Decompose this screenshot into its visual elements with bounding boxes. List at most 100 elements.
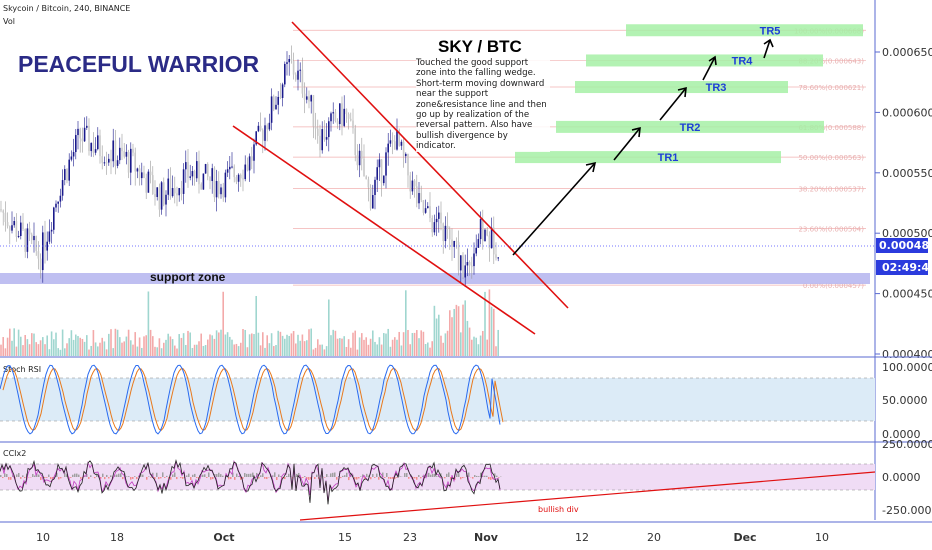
cci-histogram-bar — [188, 473, 190, 477]
wedge-resistance-line[interactable] — [291, 21, 569, 309]
volume-bar — [312, 349, 315, 356]
candle-body — [110, 158, 112, 162]
target-zones[interactable]: TR1 TR2 TR3 TR4 TR5 — [515, 24, 863, 164]
candle-body — [70, 156, 73, 160]
volume-bar — [429, 347, 431, 356]
candle-body — [435, 218, 438, 223]
candle-body — [398, 130, 400, 146]
cci-lines[interactable] — [0, 459, 502, 505]
cci-histogram-bar — [222, 475, 224, 477]
bullish-div-label: bullish div — [538, 505, 579, 514]
volume-bar — [123, 341, 125, 356]
candle-body — [479, 219, 482, 240]
candle-body — [277, 96, 279, 105]
candle-body — [264, 125, 266, 141]
volume-bar — [44, 344, 46, 356]
candle-body — [286, 62, 288, 64]
cci-histogram-bar — [0, 475, 2, 477]
volume-bar — [198, 341, 200, 356]
volume-bar — [284, 338, 286, 356]
volume-bar — [46, 335, 48, 356]
cci-histogram-bar — [114, 474, 116, 477]
cci-histogram-bar — [136, 477, 138, 480]
cci-histogram-bar — [458, 473, 460, 477]
volume-bar — [156, 347, 158, 356]
candle-body — [83, 127, 86, 142]
cci-histogram-bar — [392, 477, 394, 479]
volume-bar — [114, 328, 117, 356]
cci-histogram-bar — [356, 477, 358, 480]
volume-bar — [352, 332, 354, 356]
support-zone[interactable] — [0, 273, 870, 284]
volume-bar — [378, 337, 381, 356]
volume-bar — [387, 328, 389, 356]
candle-body — [345, 108, 348, 115]
stoch-rsi-lines[interactable] — [0, 364, 504, 435]
cci-histogram-bar — [232, 472, 234, 477]
cci-histogram-bar — [204, 474, 206, 477]
cci-histogram-bar — [210, 477, 212, 480]
volume-bar — [2, 337, 4, 356]
volume-bar — [255, 295, 257, 356]
volume-bar — [174, 345, 176, 356]
cci-histogram-bar — [56, 472, 58, 477]
cci-histogram-bar — [138, 475, 140, 477]
cci-line-1 — [0, 459, 501, 505]
volume-bar — [319, 344, 321, 356]
candle-body — [409, 175, 411, 192]
volume-bar — [75, 334, 77, 356]
cci-histogram-bar — [310, 477, 312, 480]
cci-histogram-bar — [338, 476, 340, 477]
cci-histogram-bar — [346, 472, 348, 477]
price-candles[interactable] — [0, 45, 499, 287]
volume-bar — [288, 335, 290, 356]
cci-histogram-bar — [102, 473, 104, 477]
cci-histogram-bar — [472, 477, 474, 479]
cci-histogram-bar — [390, 477, 392, 479]
price-tick-label: 0.000550 — [882, 167, 932, 180]
volume-bar — [422, 331, 425, 356]
candle-body — [171, 188, 174, 197]
price-axis[interactable]: 0.000400 0.000450 0.000500 0.000550 0.000600… — [875, 46, 932, 361]
cci-histogram-bar — [214, 474, 216, 477]
volume-bar — [372, 330, 374, 356]
candle-body — [26, 228, 29, 252]
volume-bar — [330, 335, 332, 356]
candle-body — [176, 193, 178, 196]
cci-histogram-bar — [456, 473, 458, 477]
candle-body — [119, 147, 121, 161]
target-label-tr5: TR5 — [760, 25, 781, 37]
candle-body — [64, 169, 66, 181]
candle-body — [132, 148, 134, 153]
candle-body — [204, 164, 207, 174]
candle-body — [196, 161, 198, 179]
cci-histogram-bar — [406, 473, 408, 477]
candle-body — [248, 156, 251, 171]
projection-arrows[interactable] — [512, 38, 774, 256]
watermark-text: PEACEFUL WARRIOR — [18, 51, 259, 77]
volume-bar — [28, 344, 31, 356]
volume-bar — [83, 341, 86, 356]
cci-histogram-bar — [482, 475, 484, 477]
volume-bar — [229, 336, 231, 356]
cci-histogram-bar — [146, 477, 148, 480]
candle-body — [328, 121, 330, 138]
candle-body — [123, 151, 125, 157]
volume-bar — [4, 348, 7, 356]
volume-bar — [273, 346, 275, 356]
cci-histogram-bar — [44, 477, 46, 479]
analysis-note: Touched the good support zone into the f… — [416, 58, 550, 152]
candle-body — [147, 171, 150, 193]
cci-histogram-bar — [58, 477, 60, 480]
candle-body — [259, 125, 262, 131]
bullish-divergence-line[interactable] — [299, 471, 876, 521]
candle-body — [433, 222, 436, 233]
wedge-support-line[interactable] — [232, 125, 536, 335]
volume-bar — [61, 329, 64, 356]
candle-body — [231, 166, 233, 168]
time-axis[interactable]: 10 18 Oct 15 23 Nov 12 20 Dec 10 — [36, 531, 829, 544]
volume-bar — [134, 332, 136, 356]
cci-histogram-bar — [130, 477, 132, 480]
volume-bar — [367, 344, 370, 356]
volume-bar — [42, 337, 44, 356]
